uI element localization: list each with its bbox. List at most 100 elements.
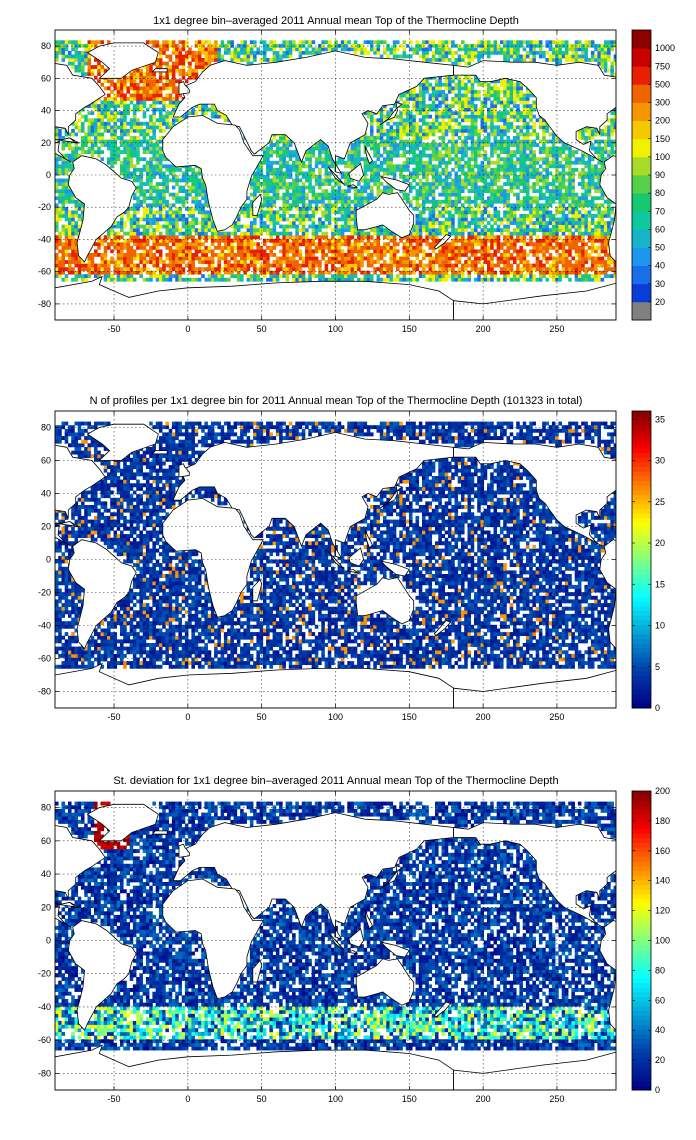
- gridlines: [55, 411, 616, 708]
- coastlines: [55, 423, 616, 708]
- colorbar-swatch: [632, 211, 651, 230]
- colorbar-label: 60: [655, 224, 665, 234]
- colorbar-tick-label: 35: [655, 414, 665, 424]
- colorbar-label: 100: [655, 152, 670, 162]
- x-tick-label: 0: [185, 324, 190, 334]
- x-tick-label: -50: [108, 1094, 121, 1104]
- map-panel-1: 1x1 degree bin–averaged 2011 Annual mean…: [38, 15, 675, 334]
- colorbar-swatch: [632, 193, 651, 212]
- y-tick-label: -20: [38, 969, 51, 979]
- colorbar-3: 0 20 40 60 80 100 120 140 160 180 200: [631, 786, 670, 1095]
- data-cells: [55, 421, 616, 669]
- colorbar-tick-label: 0: [655, 1085, 660, 1095]
- y-tick-label: -60: [38, 1035, 51, 1045]
- x-tick-label: -50: [108, 712, 121, 722]
- colorbar-swatch: [632, 138, 651, 158]
- map-panel-2: N of profiles per 1x1 degree bin for 201…: [38, 395, 665, 722]
- x-tick-label: 0: [185, 1094, 190, 1104]
- x-tick-label: 250: [549, 324, 564, 334]
- colorbar-tick-label: 200: [655, 786, 670, 796]
- colorbar-tick-label: 10: [655, 621, 665, 631]
- colorbar-swatch: [632, 265, 651, 285]
- colorbar-tick-label: 140: [655, 876, 670, 886]
- colorbar-swatch: [632, 30, 651, 49]
- data-cells: [55, 801, 616, 1051]
- colorbar-tick-label: 30: [655, 456, 665, 466]
- coastlines: [55, 803, 616, 1090]
- x-tick-label: 100: [328, 712, 343, 722]
- colorbar-tick-label: 0: [655, 703, 660, 713]
- colorbar-tick-label: 15: [655, 579, 665, 589]
- x-tick-label: 100: [328, 1094, 343, 1104]
- x-tick-label: 150: [402, 712, 417, 722]
- colorbar-label: 50: [655, 243, 665, 253]
- colorbar-label: 80: [655, 188, 665, 198]
- x-tick-label: 50: [257, 1094, 267, 1104]
- colorbar-swatch: [632, 283, 651, 303]
- colorbar-label: 300: [655, 98, 670, 108]
- x-tick-label: 150: [402, 1094, 417, 1104]
- x-tick-label: 200: [476, 324, 491, 334]
- colorbar-tick-label: 40: [655, 1025, 665, 1035]
- colorbar-tick-label: 80: [655, 965, 665, 975]
- colorbar-swatch: [632, 120, 651, 140]
- colorbar-2: 0 5 10 15 20 25 30 35: [631, 410, 665, 713]
- colorbar-label: 150: [655, 134, 670, 144]
- y-tick-label: 40: [41, 489, 51, 499]
- colorbar-tick-label: 120: [655, 906, 670, 916]
- y-tick-label: -40: [38, 1002, 51, 1012]
- y-tick-label: 20: [41, 522, 51, 532]
- map-title-1: 1x1 degree bin–averaged 2011 Annual mean…: [153, 15, 519, 27]
- y-tick-label: 60: [41, 456, 51, 466]
- x-tick-label: 0: [185, 712, 190, 722]
- y-tick-label: -80: [38, 299, 51, 309]
- x-tick-label: 50: [257, 324, 267, 334]
- y-tick-label: 60: [41, 836, 51, 846]
- y-tick-label: 0: [46, 555, 51, 565]
- y-tick-label: -40: [38, 234, 51, 244]
- colorbar-tick-label: 5: [655, 662, 660, 672]
- colorbar-swatch: [632, 66, 651, 85]
- y-tick-label: -20: [38, 202, 51, 212]
- y-tick-label: 60: [41, 73, 51, 83]
- gridlines: [55, 791, 616, 1090]
- y-tick-label: -60: [38, 654, 51, 664]
- colorbar-tick-label: 25: [655, 497, 665, 507]
- colorbar-label: 20: [655, 297, 665, 307]
- map-title-3: St. deviation for 1x1 degree bin–average…: [113, 775, 558, 787]
- colorbar-tick-label: 20: [655, 1055, 665, 1065]
- colorbar-label: 200: [655, 116, 670, 126]
- x-tick-label: -50: [108, 324, 121, 334]
- y-tick-label: -80: [38, 1068, 51, 1078]
- map-title-2: N of profiles per 1x1 degree bin for 201…: [90, 395, 583, 407]
- y-tick-label: -40: [38, 621, 51, 631]
- colorbar-tick-label: 180: [655, 816, 670, 826]
- colorbar-tick-label: 20: [655, 538, 665, 548]
- colorbar-swatch: [632, 156, 651, 176]
- y-tick-label: 40: [41, 869, 51, 879]
- y-tick-label: 80: [41, 803, 51, 813]
- y-tick-label: 80: [41, 41, 51, 51]
- colorbar-tick-label: 60: [655, 995, 665, 1005]
- colorbar-swatch: [632, 301, 651, 321]
- map-panel-3: St. deviation for 1x1 degree bin–average…: [38, 775, 670, 1104]
- colorbar-label: 90: [655, 170, 665, 180]
- colorbar-1: 20 30 40 50 60 70 80 90 100 150 200 300 500 750 1000: [631, 29, 675, 321]
- colorbar-label: 30: [655, 279, 665, 289]
- x-tick-label: 200: [476, 712, 491, 722]
- colorbar-label: 40: [655, 261, 665, 271]
- x-tick-label: 50: [257, 712, 267, 722]
- colorbar-swatch: [632, 48, 651, 67]
- colorbar-swatch: [632, 175, 651, 194]
- y-tick-label: 0: [46, 936, 51, 946]
- x-tick-label: 250: [549, 712, 564, 722]
- colorbar-label: 70: [655, 206, 665, 216]
- colorbar-swatch: [632, 84, 651, 103]
- y-tick-label: 20: [41, 902, 51, 912]
- colorbar-tick-label: 100: [655, 936, 670, 946]
- y-tick-label: 0: [46, 170, 51, 180]
- x-tick-label: 250: [549, 1094, 564, 1104]
- y-tick-label: -80: [38, 687, 51, 697]
- coastlines: [55, 42, 616, 320]
